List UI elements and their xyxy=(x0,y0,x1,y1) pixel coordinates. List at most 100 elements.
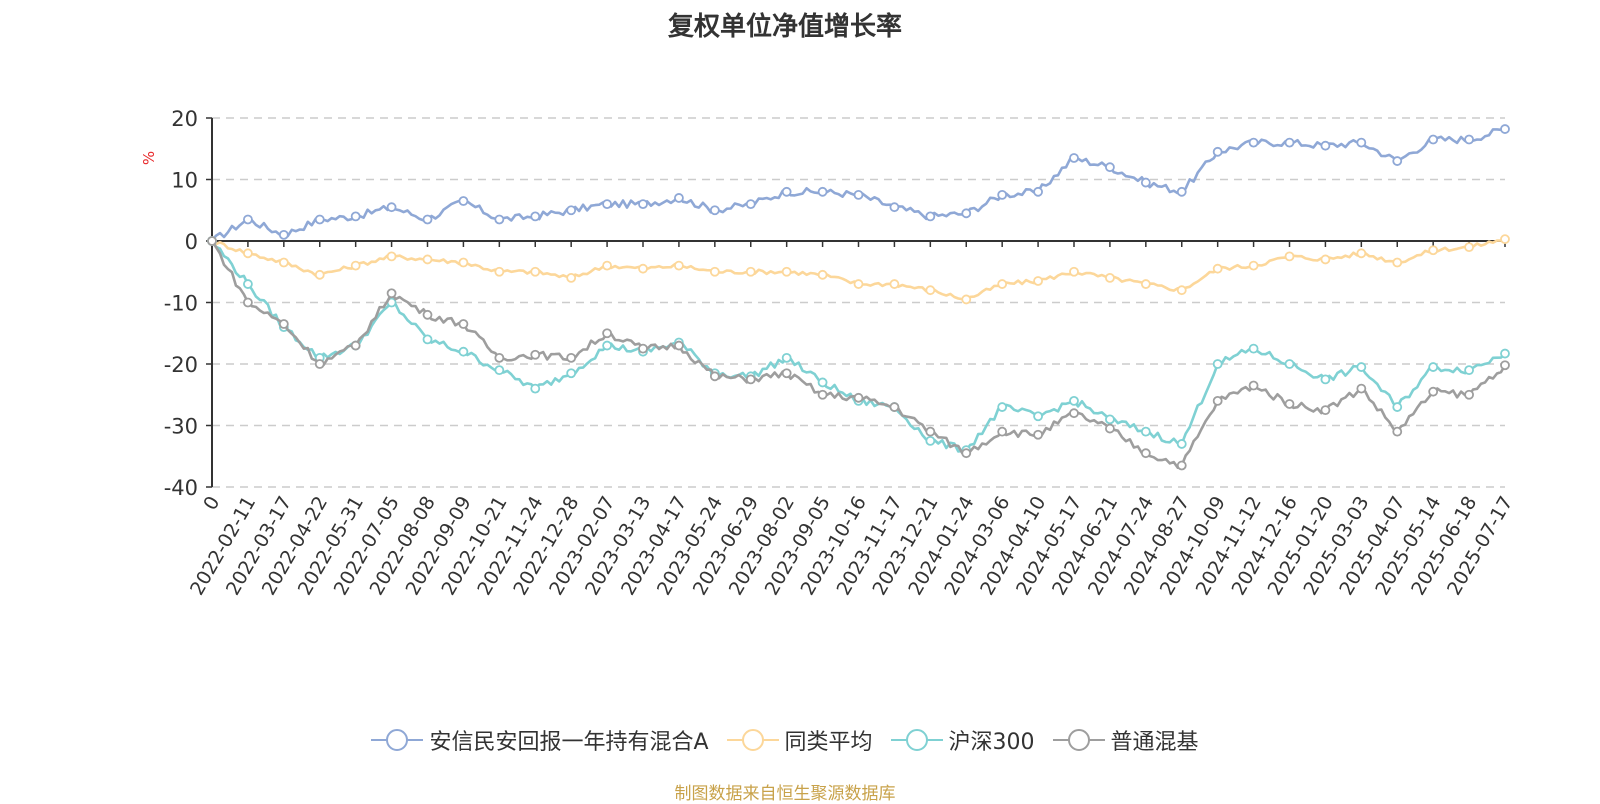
data-point xyxy=(709,371,720,382)
data-point xyxy=(1500,234,1510,245)
data-point xyxy=(1176,439,1187,449)
data-point xyxy=(1140,177,1151,188)
data-point xyxy=(422,334,433,345)
data-point xyxy=(1500,360,1510,371)
y-tick-label: -40 xyxy=(164,476,198,500)
data-point xyxy=(1392,402,1403,412)
data-point xyxy=(961,294,972,305)
data-point xyxy=(1105,162,1115,173)
data-point xyxy=(494,352,505,363)
series-line xyxy=(210,240,1507,470)
data-point xyxy=(889,202,900,213)
data-point xyxy=(1464,389,1474,400)
data-point xyxy=(422,254,433,265)
legend-marker-icon xyxy=(890,726,943,754)
data-point xyxy=(243,297,253,308)
data-point xyxy=(494,266,505,277)
data-point xyxy=(1140,426,1151,437)
data-point xyxy=(638,343,648,354)
data-point xyxy=(1356,362,1367,372)
data-point xyxy=(1464,134,1474,145)
data-point xyxy=(925,211,936,222)
legend-item[interactable]: 沪深300 xyxy=(890,724,1035,756)
legend-label: 沪深300 xyxy=(948,730,1035,755)
data-point xyxy=(566,272,577,283)
data-point xyxy=(1212,359,1223,369)
data-point xyxy=(781,368,792,379)
data-point xyxy=(961,448,972,459)
data-point xyxy=(1033,429,1043,440)
data-point xyxy=(638,199,648,210)
series-line xyxy=(211,237,1506,301)
data-point xyxy=(1248,137,1259,148)
data-point xyxy=(1284,399,1295,409)
legend-item[interactable]: 同类平均 xyxy=(726,724,873,756)
data-point xyxy=(817,377,828,388)
data-point xyxy=(925,426,936,437)
data-point xyxy=(1105,423,1115,434)
data-point xyxy=(1105,414,1115,425)
data-point xyxy=(1176,285,1187,296)
data-point xyxy=(1069,408,1079,419)
data-point xyxy=(1500,348,1510,359)
data-point xyxy=(350,211,361,222)
legend-marker-icon xyxy=(371,726,424,754)
data-point xyxy=(709,266,720,277)
data-point xyxy=(1428,386,1439,397)
data-point xyxy=(997,189,1008,200)
data-point xyxy=(1392,257,1403,268)
series-line xyxy=(210,240,1506,453)
data-point xyxy=(1500,124,1510,134)
data-point xyxy=(745,199,756,210)
y-tick-label: -20 xyxy=(164,353,198,377)
data-point xyxy=(1320,374,1331,385)
data-point xyxy=(709,205,720,216)
data-point xyxy=(602,199,612,210)
data-point xyxy=(925,435,936,446)
y-tick-label: 0 xyxy=(185,230,198,254)
legend-label: 同类平均 xyxy=(784,730,873,755)
data-point xyxy=(494,365,505,376)
y-tick-label: -30 xyxy=(164,415,198,439)
data-point xyxy=(314,269,325,280)
gridlines xyxy=(212,117,1505,488)
data-point xyxy=(566,352,577,363)
data-point xyxy=(1284,251,1295,262)
data-point xyxy=(781,266,792,277)
data-point xyxy=(817,389,828,400)
legend-item[interactable]: 普通混基 xyxy=(1052,724,1199,756)
data-point xyxy=(1033,186,1043,197)
data-point xyxy=(1392,426,1403,437)
data-point xyxy=(997,279,1008,289)
data-point xyxy=(1033,411,1043,422)
data-point xyxy=(243,279,253,289)
data-point xyxy=(494,214,505,225)
data-point xyxy=(853,392,864,403)
data-point xyxy=(386,288,397,299)
series-lines xyxy=(207,124,1510,471)
legend-marker-icon xyxy=(726,726,779,754)
data-point xyxy=(674,340,684,351)
data-point xyxy=(530,211,541,222)
data-point xyxy=(997,426,1008,437)
data-point xyxy=(1033,276,1043,286)
data-point xyxy=(1428,134,1439,145)
data-point xyxy=(1212,395,1223,406)
data-point xyxy=(1212,263,1223,274)
data-point xyxy=(1248,343,1259,354)
data-point xyxy=(1248,380,1259,391)
data-point xyxy=(1248,260,1259,271)
data-point xyxy=(1176,460,1187,471)
data-point xyxy=(674,193,684,203)
data-point xyxy=(350,340,361,351)
data-point xyxy=(422,214,433,225)
legend-item[interactable]: 安信民安回报一年持有混合A xyxy=(371,724,709,756)
data-point xyxy=(1320,140,1331,151)
data-point xyxy=(314,359,325,369)
data-point xyxy=(458,196,469,206)
legend-label: 安信民安回报一年持有混合A xyxy=(429,730,709,755)
data-point xyxy=(314,214,325,225)
data-point xyxy=(1392,156,1403,166)
legend-label: 普通混基 xyxy=(1110,730,1199,755)
data-point xyxy=(745,374,756,385)
